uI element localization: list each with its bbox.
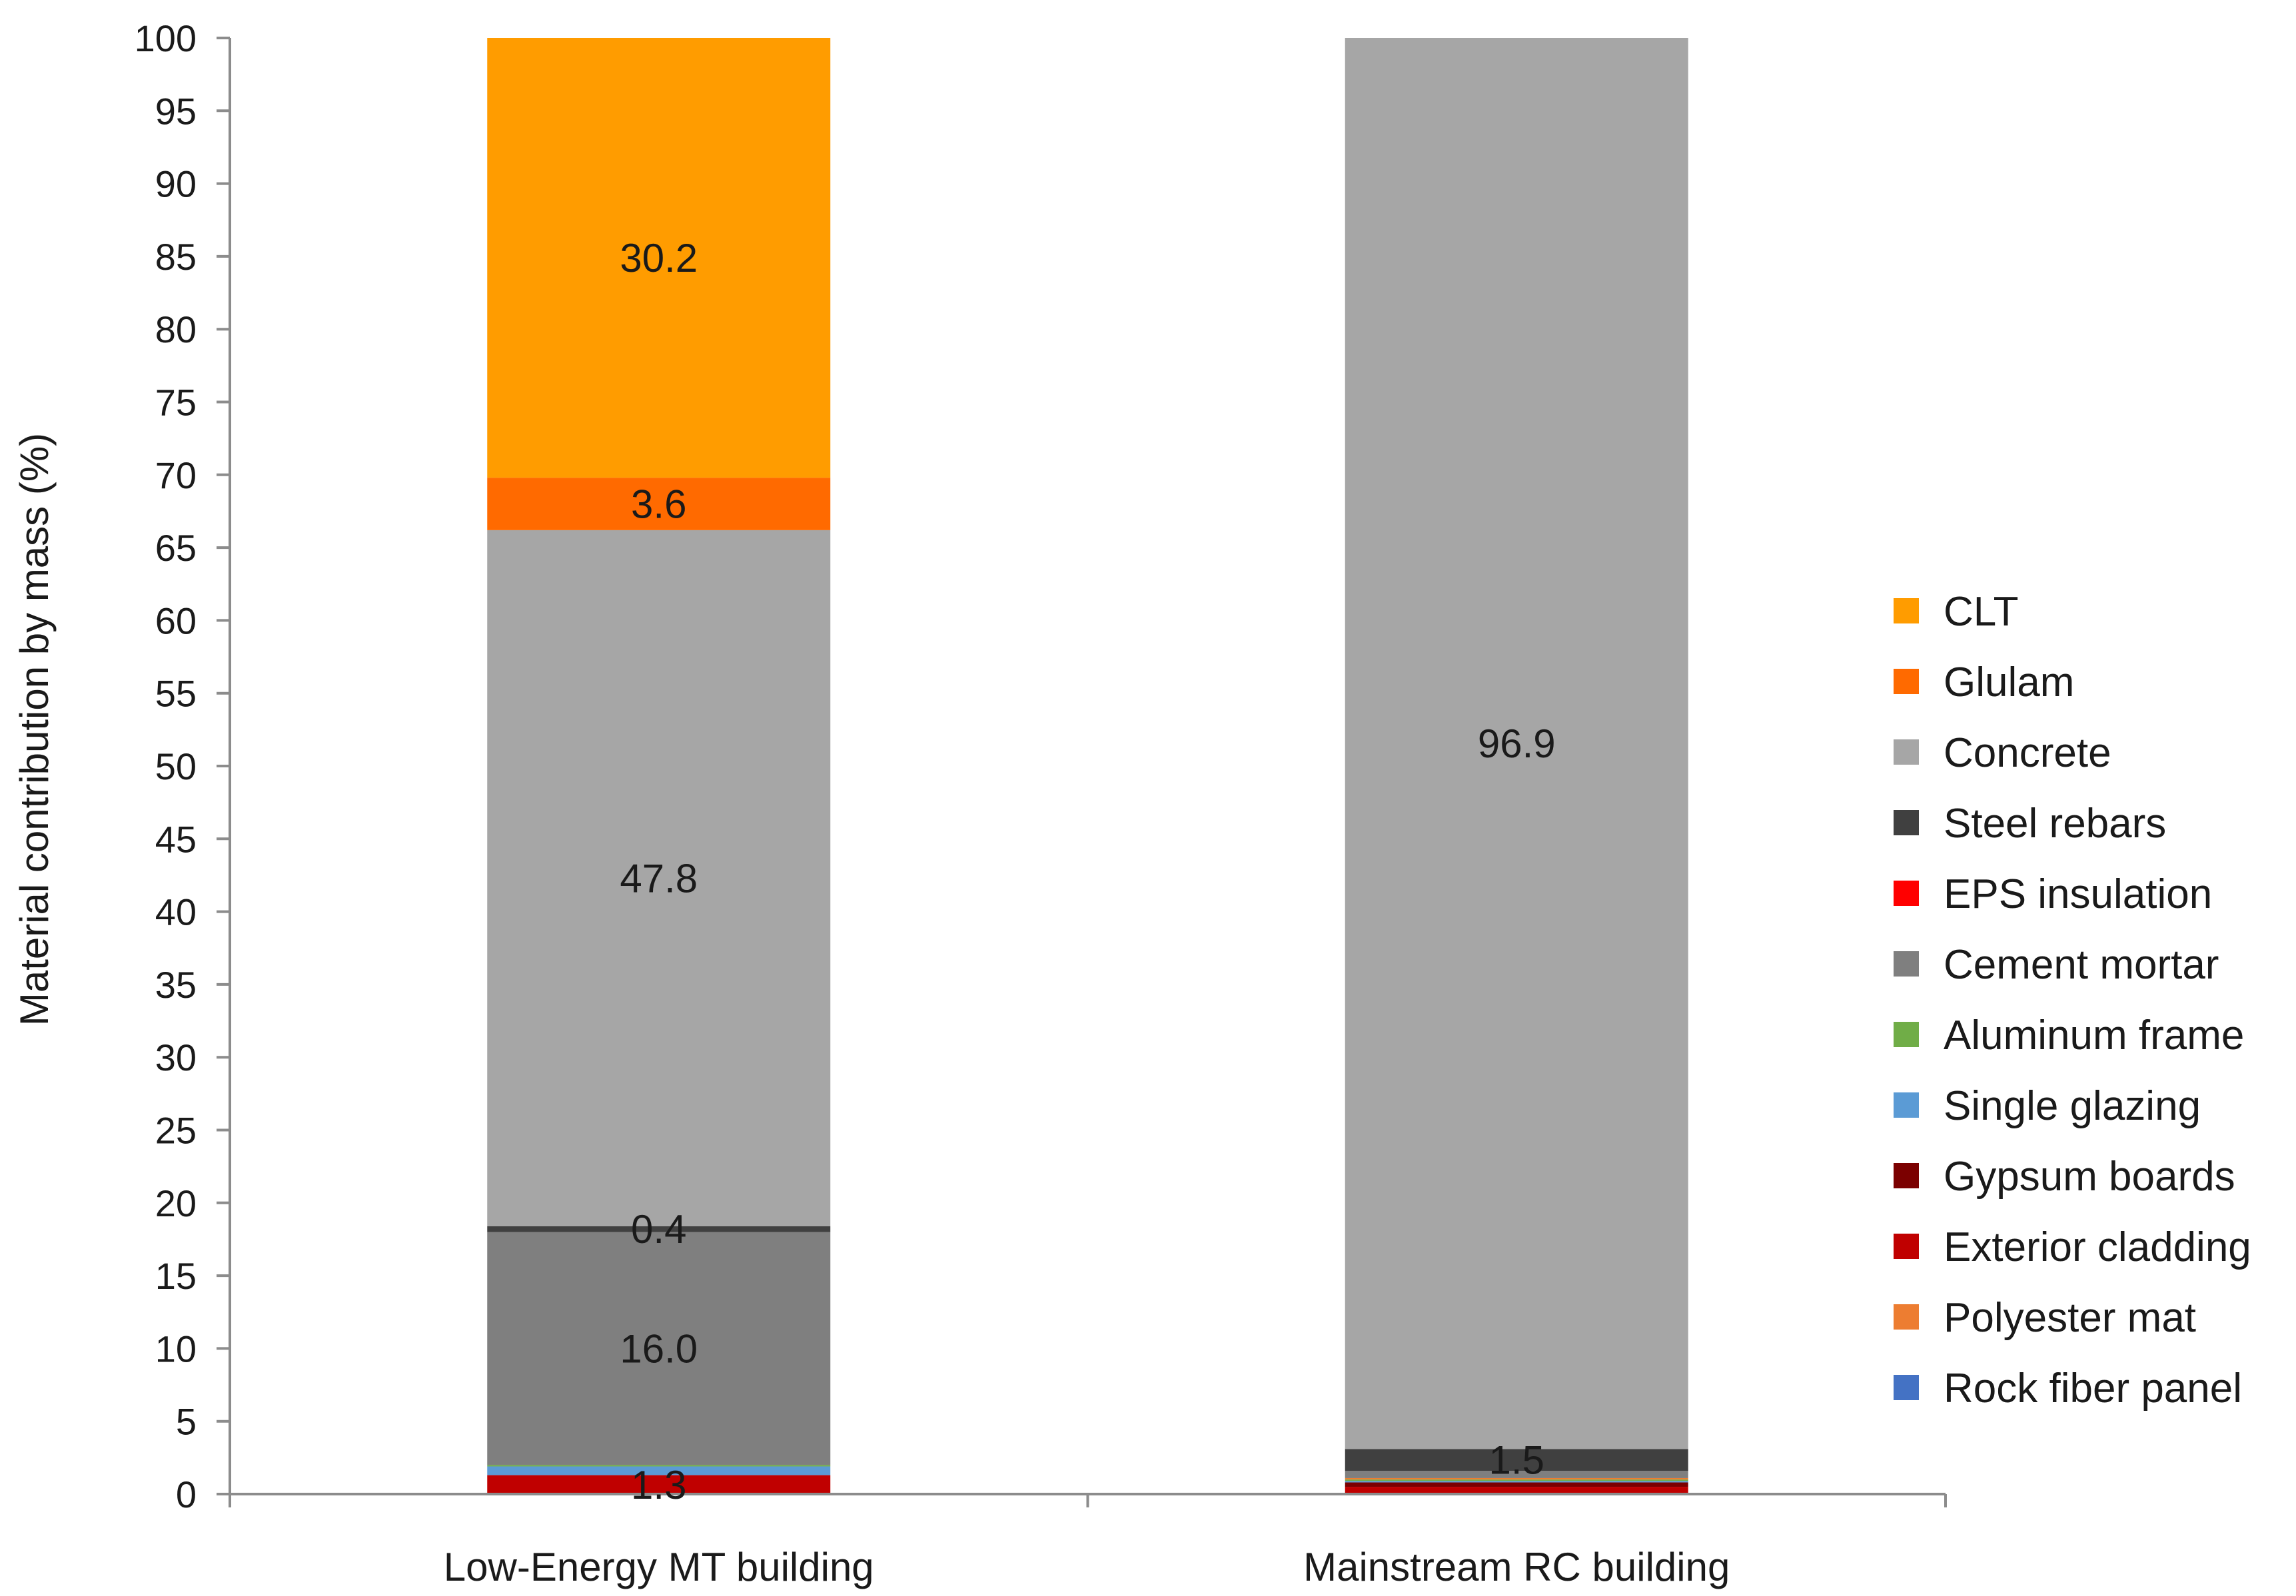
data-label-low-energy-mt-building-exterior-cladding: 1.3 xyxy=(631,1463,686,1507)
legend-label-single-glazing: Single glazing xyxy=(1944,1083,2201,1129)
legend-swatch-rock-fiber-panel xyxy=(1894,1375,1919,1400)
legend-swatch-glulam xyxy=(1894,669,1919,694)
legend-swatch-cement-mortar xyxy=(1894,951,1919,977)
data-label-mainstream-rc-building-concrete: 96.9 xyxy=(1478,721,1556,766)
y-tick-label-95: 95 xyxy=(155,90,197,132)
legend-label-clt: CLT xyxy=(1944,589,2019,635)
y-tick-label-75: 75 xyxy=(155,382,197,424)
axes-group: 0 5 10 15 20 25 30 35 40 45 50 55 60 65 70 75 80 85 90 95 10… xyxy=(135,17,1947,1589)
y-tick-label-35: 35 xyxy=(155,964,197,1006)
y-tick-label-20: 20 xyxy=(155,1182,197,1224)
x-tick-label-mainstream-rc-building: Mainstream RC building xyxy=(1303,1545,1730,1589)
legend-label-eps-insulation: EPS insulation xyxy=(1944,871,2212,917)
data-label-low-energy-mt-building-cement-mortar: 16.0 xyxy=(620,1326,698,1371)
legend-swatch-concrete xyxy=(1894,739,1919,765)
legend-swatch-polyester-mat xyxy=(1894,1304,1919,1330)
legend-label-aluminum-frame: Aluminum frame xyxy=(1944,1012,2244,1058)
legend-swatch-eps-insulation xyxy=(1894,881,1919,906)
legend-label-cement-mortar: Cement mortar xyxy=(1944,942,2219,988)
legend-label-rock-fiber-panel: Rock fiber panel xyxy=(1944,1366,2242,1411)
y-tick-label-85: 85 xyxy=(155,236,197,278)
bar-segment-mainstream-rc-building-aluminum-frame xyxy=(1345,1479,1688,1481)
legend-label-gypsum-boards: Gypsum boards xyxy=(1944,1154,2235,1200)
y-tick-label-45: 45 xyxy=(155,818,197,860)
data-label-low-energy-mt-building-clt: 30.2 xyxy=(620,236,698,280)
y-axis-title: Material contribution by mass (%) xyxy=(12,433,57,1026)
bar-segment-mainstream-rc-building-concrete xyxy=(1345,38,1688,1449)
bar-segment-mainstream-rc-building-cement-mortar xyxy=(1345,1471,1688,1478)
bar-segment-low-energy-mt-building-exterior-cladding xyxy=(487,1475,831,1494)
bar-segment-low-energy-mt-building-steel-rebars xyxy=(487,1226,831,1232)
bar-segment-low-energy-mt-building-single-glazing xyxy=(487,1466,831,1475)
bar-segment-mainstream-rc-building-steel-rebars xyxy=(1345,1449,1688,1471)
legend-swatch-gypsum-boards xyxy=(1894,1163,1919,1188)
y-tick-label-60: 60 xyxy=(155,599,197,641)
y-tick-label-25: 25 xyxy=(155,1110,197,1152)
y-tick-label-5: 5 xyxy=(176,1401,197,1443)
x-tick-label-low-energy-mt-building: Low-Energy MT building xyxy=(444,1545,874,1589)
bar-segment-low-energy-mt-building-clt xyxy=(487,38,831,478)
data-label-low-energy-mt-building-concrete: 47.8 xyxy=(620,856,698,901)
legend-label-polyester-mat: Polyester mat xyxy=(1944,1295,2196,1341)
legend-label-glulam: Glulam xyxy=(1944,659,2074,705)
bar-segment-low-energy-mt-building-concrete xyxy=(487,530,831,1226)
y-tick-label-80: 80 xyxy=(155,308,197,350)
y-tick-label-50: 50 xyxy=(155,745,197,787)
data-label-low-energy-mt-building-glulam: 3.6 xyxy=(631,482,686,527)
y-tick-label-100: 100 xyxy=(135,17,197,59)
bar-segment-mainstream-rc-building-exterior-cladding xyxy=(1345,1487,1688,1494)
legend-swatch-steel-rebars xyxy=(1894,810,1919,835)
legend-swatch-clt xyxy=(1894,598,1919,623)
y-tick-label-0: 0 xyxy=(176,1473,197,1515)
bar-segment-mainstream-rc-building-single-glazing xyxy=(1345,1481,1688,1483)
data-label-low-energy-mt-building-steel-rebars: 0.4 xyxy=(631,1207,686,1252)
legend-label-concrete: Concrete xyxy=(1944,730,2111,776)
y-tick-label-90: 90 xyxy=(155,163,197,205)
y-tick-label-40: 40 xyxy=(155,891,197,933)
y-tick-label-15: 15 xyxy=(155,1255,197,1297)
y-tick-label-65: 65 xyxy=(155,527,197,569)
data-label-mainstream-rc-building-steel-rebars: 1.5 xyxy=(1489,1438,1544,1483)
bar-segment-mainstream-rc-building-gypsum-boards xyxy=(1345,1482,1688,1487)
bar-segment-low-energy-mt-building-aluminum-frame xyxy=(487,1465,831,1467)
legend-swatch-exterior-cladding xyxy=(1894,1234,1919,1259)
bar-segment-mainstream-rc-building-polyester-mat xyxy=(1345,1477,1688,1480)
y-tick-label-30: 30 xyxy=(155,1036,197,1078)
bar-segment-low-energy-mt-building-glulam xyxy=(487,478,831,530)
y-tick-label-55: 55 xyxy=(155,673,197,715)
legend-swatch-aluminum-frame xyxy=(1894,1022,1919,1047)
legend-swatch-single-glazing xyxy=(1894,1092,1919,1118)
data-labels-group: 1.3 16.0 0.4 47.8 3.6 30.2 1.5 96.9 xyxy=(620,236,1555,1507)
bar-segment-low-energy-mt-building-cement-mortar xyxy=(487,1232,831,1465)
legend-label-steel-rebars: Steel rebars xyxy=(1944,801,2166,847)
legend: CLT Glulam Concrete Steel rebars EPS insulat… xyxy=(1894,589,2251,1411)
bars-group xyxy=(487,38,1688,1494)
y-tick-label-10: 10 xyxy=(155,1328,197,1370)
legend-label-exterior-cladding: Exterior cladding xyxy=(1944,1224,2251,1270)
y-tick-label-70: 70 xyxy=(155,454,197,496)
